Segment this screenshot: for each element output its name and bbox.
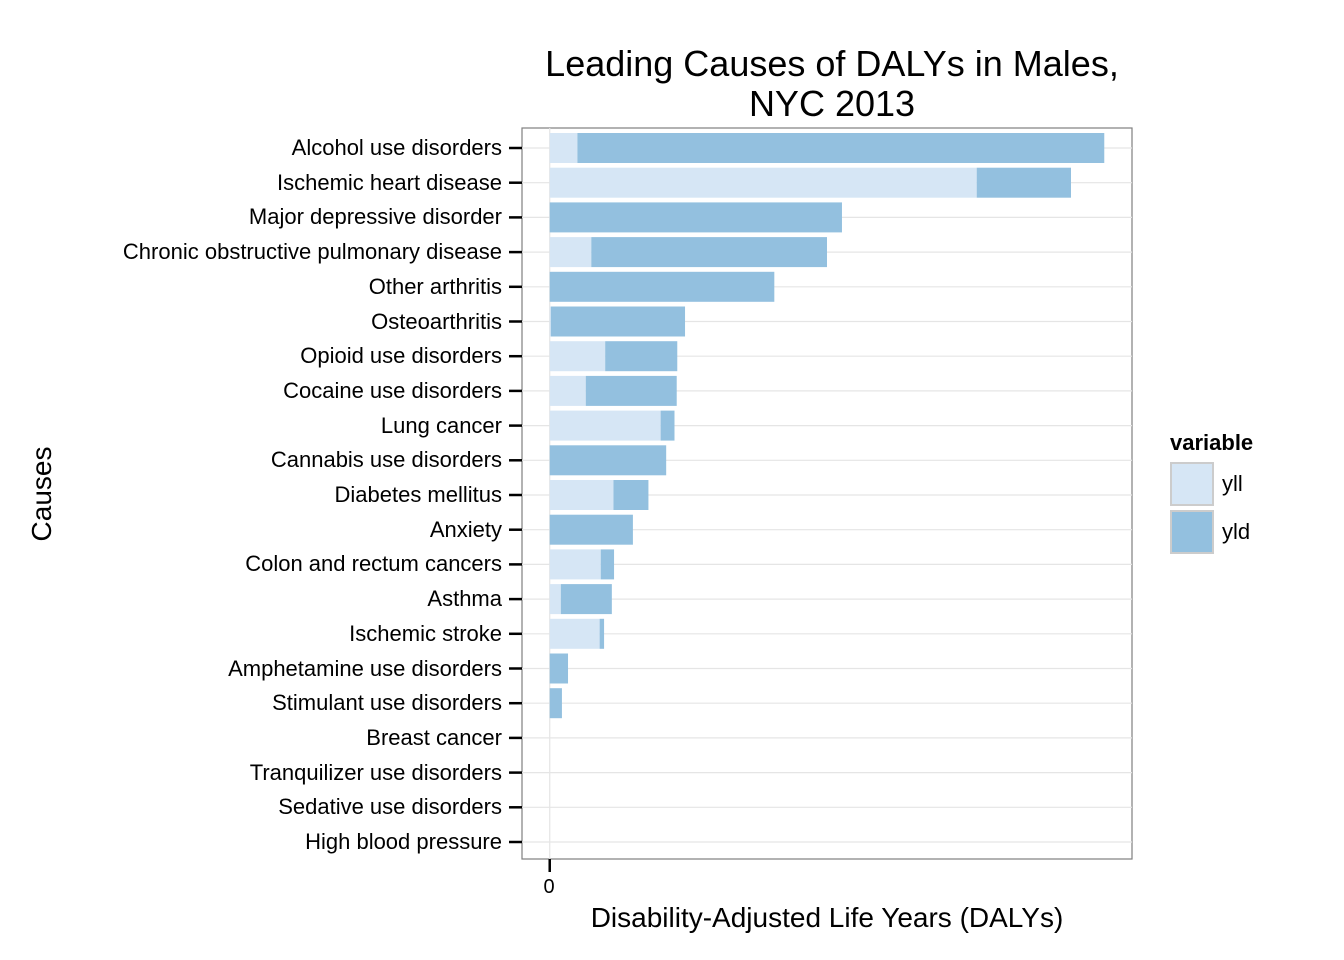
- y-tick-label: Lung cancer: [380, 412, 502, 438]
- y-tick-label: Osteoarthritis: [371, 308, 502, 334]
- x-tick-label-0: 0: [543, 876, 555, 898]
- bar-yll: [549, 306, 551, 337]
- y-tick-label: Breast cancer: [366, 724, 502, 750]
- legend-label-yld: yld: [1222, 519, 1251, 544]
- bar-yld: [585, 375, 677, 406]
- bar-yld: [549, 688, 562, 719]
- bar-yld: [549, 271, 775, 302]
- bar-yll: [549, 618, 600, 649]
- bar-yld: [549, 445, 667, 476]
- y-tick-label: Stimulant use disorders: [272, 690, 502, 716]
- y-tick-label: Alcohol use disorders: [291, 135, 502, 160]
- y-tick-label: Cocaine use disorders: [283, 377, 502, 403]
- bar-yll: [549, 480, 614, 510]
- legend: variable yll yld: [1170, 430, 1253, 556]
- y-tick-label: Ischemic heart disease: [277, 169, 502, 195]
- y-tick-label: Opioid use disorders: [300, 343, 502, 369]
- x-axis-label: Disability-Adjusted Life Years (DALYs): [590, 902, 1064, 933]
- legend-key-yld: [1170, 510, 1214, 554]
- bar-yll: [549, 167, 977, 198]
- bar-yld: [976, 167, 1071, 198]
- bar-yll: [549, 341, 606, 372]
- y-tick-label: Other arthritis: [368, 273, 502, 299]
- bar-yld: [591, 237, 827, 268]
- y-tick-label: Amphetamine use disorders: [228, 655, 502, 681]
- bar-yll: [549, 410, 661, 441]
- bar-yld: [577, 133, 1105, 163]
- legend-item-yll: yll: [1170, 460, 1253, 508]
- bar-yld: [549, 514, 633, 545]
- y-tick-label: High blood pressure: [305, 829, 502, 854]
- bar-yld: [560, 584, 612, 615]
- bar-yll: [549, 584, 561, 615]
- bar-yld: [605, 341, 678, 372]
- bar-yld: [660, 410, 675, 441]
- y-axis-label: Causes: [26, 446, 57, 542]
- bar-yld: [599, 618, 605, 649]
- tick-marks: [509, 146, 551, 872]
- y-tick-label: Chronic obstructive pulmonary disease: [122, 239, 502, 265]
- chart-title: Leading Causes of DALYs in Males,: [545, 43, 1119, 84]
- legend-item-yld: yld: [1170, 508, 1253, 556]
- y-tick-label: Asthma: [427, 586, 502, 612]
- bar-yld: [613, 480, 649, 510]
- legend-label-yll: yll: [1222, 471, 1243, 496]
- chart-title-line2: NYC 2013: [748, 83, 916, 124]
- bar-yld: [549, 202, 842, 233]
- bar-yll: [549, 133, 578, 163]
- bar-yld: [550, 306, 686, 337]
- bar-yld: [600, 549, 615, 580]
- y-tick-label: Sedative use disorders: [278, 794, 502, 820]
- legend-title: variable: [1170, 430, 1254, 455]
- legend-key-yll: [1170, 462, 1214, 506]
- bar-yll: [549, 375, 586, 406]
- bar-yll: [549, 549, 601, 580]
- y-tick-label: Anxiety: [429, 516, 502, 542]
- y-tick-label: Tranquilizer use disorders: [249, 759, 502, 785]
- bar-yll: [549, 237, 592, 268]
- y-tick-label: Major depressive disorder: [248, 204, 502, 230]
- y-tick-label: Ischemic stroke: [349, 620, 502, 646]
- y-tick-label: Cannabis use disorders: [270, 447, 502, 473]
- bar-yld: [549, 653, 569, 684]
- y-tick-label: Colon and rectum cancers: [245, 551, 502, 577]
- y-tick-label: Diabetes mellitus: [334, 482, 502, 507]
- bars: [549, 133, 1105, 719]
